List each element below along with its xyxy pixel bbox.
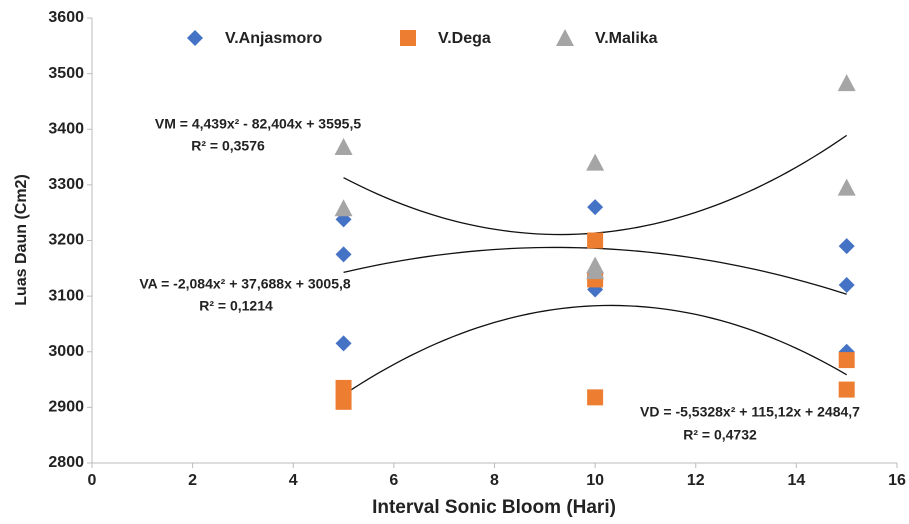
x-tick-label: 16 — [888, 472, 906, 489]
y-tick-label: 3400 — [48, 120, 84, 137]
equation: VA = -2,084x² + 37,688x + 3005,8 — [139, 276, 351, 292]
y-tick-label: 2900 — [48, 399, 84, 416]
point — [587, 199, 604, 216]
point — [587, 389, 604, 406]
y-tick-label: 3100 — [48, 287, 84, 304]
x-tick-label: 2 — [188, 472, 197, 489]
point — [335, 335, 352, 352]
y-tick-label: 3000 — [48, 343, 84, 360]
x-tick-label: 14 — [787, 472, 805, 489]
x-tick-label: 12 — [687, 472, 705, 489]
r-squared: R² = 0,4732 — [683, 427, 757, 443]
legend-label: V.Dega — [438, 30, 491, 47]
point — [335, 379, 352, 396]
y-tick-label: 3600 — [48, 9, 84, 26]
point — [556, 29, 574, 46]
point — [838, 277, 855, 293]
point — [837, 178, 856, 196]
point — [837, 74, 856, 92]
x-tick-label: 10 — [586, 472, 604, 489]
x-tick-label: 6 — [389, 472, 398, 489]
point — [587, 232, 604, 249]
point — [334, 138, 353, 156]
point — [838, 381, 855, 398]
x-tick-label: 8 — [490, 472, 499, 489]
point — [838, 352, 855, 369]
r-squared: R² = 0,1214 — [199, 298, 273, 314]
point — [838, 238, 855, 255]
point — [334, 199, 353, 217]
y-tick-label: 3300 — [48, 176, 84, 193]
equation: VM = 4,439x² - 82,404x + 3595,5 — [155, 116, 361, 132]
x-tick-label: 0 — [88, 472, 97, 489]
legend-label: V.Anjasmoro — [225, 30, 322, 47]
point — [187, 30, 203, 46]
point — [586, 153, 605, 171]
y-tick-label: 3200 — [48, 232, 84, 249]
r-squared: R² = 0,3576 — [191, 138, 265, 154]
point — [335, 246, 352, 263]
y-tick-label: 3500 — [48, 65, 84, 82]
trendline — [343, 134, 848, 236]
trendline — [343, 304, 848, 396]
point — [586, 262, 605, 280]
equation: VD = -5,5328x² + 115,12x + 2484,7 — [640, 404, 860, 420]
point — [400, 30, 416, 46]
y-tick-label: 2800 — [48, 454, 84, 471]
legend-label: V.Malika — [595, 30, 658, 47]
x-axis-title: Interval Sonic Bloom (Hari) — [372, 497, 616, 518]
point — [335, 393, 352, 410]
y-axis-title: Luas Daun (Cm2) — [13, 174, 30, 306]
x-tick-label: 4 — [289, 472, 298, 489]
